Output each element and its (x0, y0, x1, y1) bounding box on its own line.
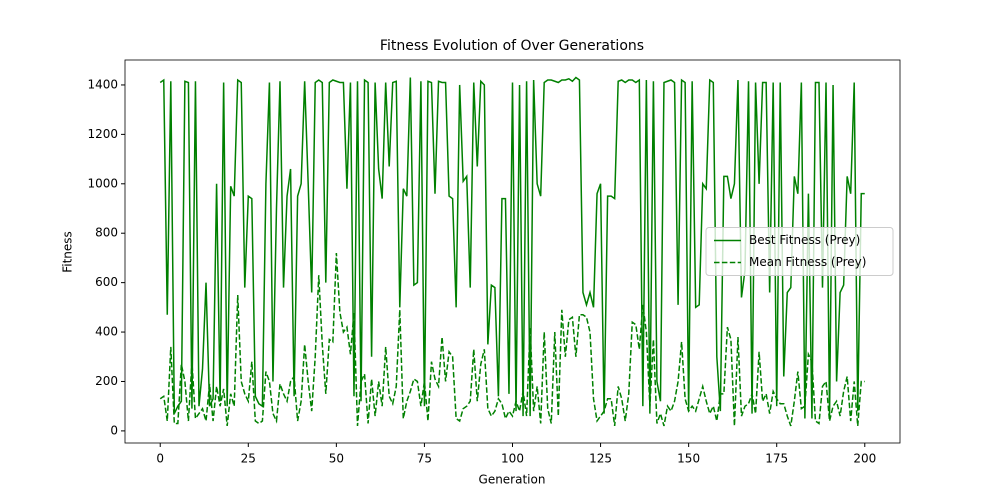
x-axis-label: Generation (479, 473, 546, 487)
x-tick-label: 75 (417, 452, 432, 466)
legend-box (705, 227, 894, 276)
data-line (159, 76, 865, 419)
y-tick-label: 400 (95, 325, 118, 339)
data-line (159, 252, 865, 427)
legend-label: Mean Fitness (Prey) (749, 255, 866, 269)
x-tick-label: 150 (677, 452, 700, 466)
y-tick-label: 1200 (87, 127, 118, 141)
x-tick-label: 200 (853, 452, 876, 466)
x-tick-label: 125 (589, 452, 612, 466)
legend: Best Fitness (Prey) Mean Fitness (Prey) (705, 227, 894, 276)
x-tick-label: 0 (156, 452, 164, 466)
x-tick-label: 100 (501, 452, 524, 466)
y-tick-label: 0 (110, 423, 118, 437)
y-tick-label: 1000 (87, 176, 118, 190)
legend-label: Best Fitness (Prey) (749, 233, 860, 247)
y-tick-label: 1400 (87, 77, 118, 91)
chart-title: Fitness Evolution of Over Generations (380, 38, 644, 54)
x-tick-label: 50 (329, 452, 344, 466)
x-tick-label: 175 (765, 452, 788, 466)
y-axis-label: Fitness (61, 231, 75, 273)
plot-frame (124, 59, 901, 444)
x-tick-label: 25 (241, 452, 256, 466)
y-tick-label: 800 (95, 226, 118, 240)
y-tick-label: 600 (95, 275, 118, 289)
y-tick-label: 200 (95, 374, 118, 388)
